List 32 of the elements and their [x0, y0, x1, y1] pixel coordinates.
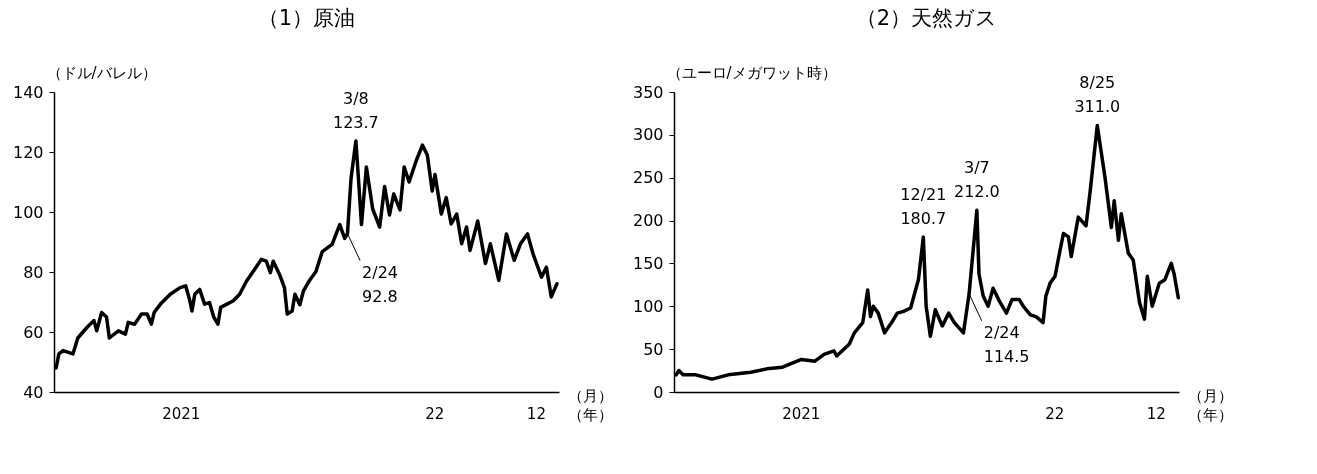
y-tick-label: 100: [632, 296, 664, 316]
annotation: 12/21 180.7: [900, 185, 947, 229]
y-tick-label: 60: [23, 322, 44, 342]
y-tick-label: 250: [632, 168, 664, 188]
y-tick-label: 40: [23, 382, 44, 402]
y-tick-label: 300: [632, 125, 664, 145]
y-tick-label: 50: [643, 339, 664, 359]
y-tick-label: 350: [632, 82, 664, 102]
chart-title: （2）天然ガス: [855, 6, 998, 30]
y-tick-label: 140: [12, 82, 44, 102]
x-tick-label: 22: [425, 404, 445, 423]
annotation: 8/25 311.0: [1074, 73, 1121, 117]
y-tick-label: 0: [653, 382, 664, 402]
y-tick-label: 100: [12, 202, 44, 222]
annotation: 3/8 123.7: [332, 88, 379, 132]
x-tick-label: 2021: [782, 404, 821, 423]
x-tick-label: 22: [1045, 404, 1065, 423]
y-axis-title: （ドル/バレル）: [46, 63, 157, 82]
annotation: 2/24 114.5: [983, 322, 1030, 366]
y-tick-label: 150: [632, 253, 664, 273]
annotation: 2/24 92.8: [362, 262, 399, 306]
x-axis-title: （月）（年）: [1187, 386, 1233, 424]
y-tick-label: 120: [12, 142, 44, 162]
y-tick-label: 80: [23, 262, 44, 282]
x-tick-label: 12: [1146, 404, 1166, 423]
y-axis-title: （ユーロ/メガワット時）: [666, 63, 837, 82]
y-tick-label: 200: [632, 211, 664, 231]
annotation: 3/7 212.0: [953, 158, 1000, 202]
chart-title: （1）原油: [257, 6, 356, 30]
x-tick-label: 2021: [162, 404, 201, 423]
x-axis-title: （月）（年）: [567, 386, 613, 424]
x-tick-label: 12: [526, 404, 546, 423]
